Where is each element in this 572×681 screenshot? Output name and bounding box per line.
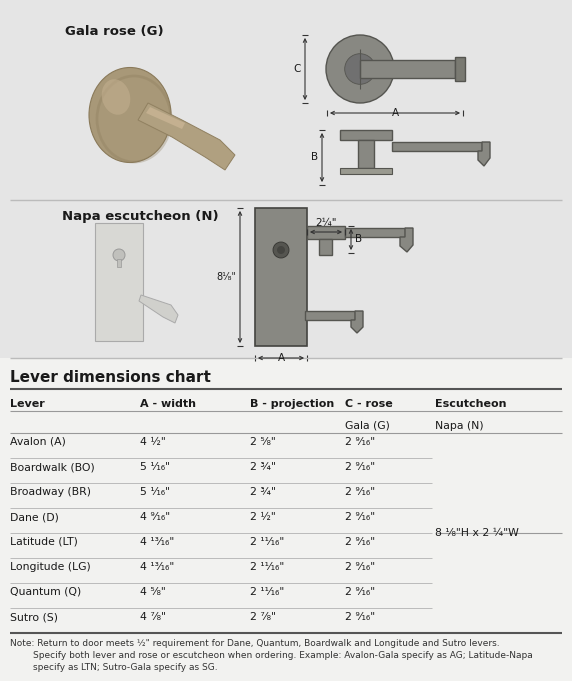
Polygon shape [139,295,178,323]
Bar [340,130,392,140]
Bar [455,57,465,81]
Bar [319,239,332,255]
Text: 4 ⁵⁄₈": 4 ⁵⁄₈" [140,587,166,597]
Text: 2¼": 2¼" [315,218,337,228]
Text: 8¹⁄₈": 8¹⁄₈" [216,272,236,282]
Text: Escutcheon: Escutcheon [435,399,506,409]
Text: Gala (G): Gala (G) [345,421,390,431]
Text: 4 ½": 4 ½" [140,437,166,447]
Text: Broadway (BR): Broadway (BR) [10,487,91,497]
Text: Dane (D): Dane (D) [10,512,59,522]
Text: 2 ⁹⁄₁₆": 2 ⁹⁄₁₆" [345,512,375,522]
Bar [117,259,121,267]
Polygon shape [400,228,413,252]
Text: 2 ¹¹⁄₁₆": 2 ¹¹⁄₁₆" [250,562,284,572]
Text: 4 ¹³⁄₁₆": 4 ¹³⁄₁₆" [140,562,174,572]
Bar [358,140,374,168]
Text: Napa (N): Napa (N) [435,421,483,431]
Text: Longitude (LG): Longitude (LG) [10,562,91,572]
Polygon shape [351,311,363,333]
Text: 2 ¹¹⁄₁₆": 2 ¹¹⁄₁₆" [250,587,284,597]
Text: 5 ¹⁄₁₆": 5 ¹⁄₁₆" [140,487,170,497]
Text: Boardwalk (BO): Boardwalk (BO) [10,462,95,472]
Bar [392,142,482,151]
Text: A: A [391,108,399,118]
Text: Sutro (S): Sutro (S) [10,612,58,622]
Text: Lever dimensions chart: Lever dimensions chart [10,370,211,385]
Text: A - width: A - width [140,399,196,409]
Text: 2 ¾": 2 ¾" [250,462,276,472]
Bar [307,226,345,239]
Ellipse shape [89,67,171,163]
Text: Latitude (LT): Latitude (LT) [10,537,78,547]
Text: Quantum (Q): Quantum (Q) [10,587,81,597]
Text: C: C [293,64,301,74]
Ellipse shape [102,79,130,115]
Text: 2 ⁷⁄₈": 2 ⁷⁄₈" [250,612,276,622]
Text: 2 ⁹⁄₁₆": 2 ⁹⁄₁₆" [345,487,375,497]
Polygon shape [138,103,235,170]
Text: 4 ⁹⁄₁₆": 4 ⁹⁄₁₆" [140,512,170,522]
Text: specify as LTN; Sutro-Gala specify as SG.: specify as LTN; Sutro-Gala specify as SG… [10,663,217,672]
Bar [0,358,572,681]
Bar [345,228,405,237]
Text: 2 ⁹⁄₁₆": 2 ⁹⁄₁₆" [345,437,375,447]
Bar [255,208,307,346]
Text: Gala rose (G): Gala rose (G) [65,25,164,38]
Circle shape [326,35,394,103]
Text: 2 ⁹⁄₁₆": 2 ⁹⁄₁₆" [345,612,375,622]
Text: 4 ⁷⁄₈": 4 ⁷⁄₈" [140,612,166,622]
Polygon shape [478,142,490,166]
Text: B - projection: B - projection [250,399,334,409]
Text: 5 ¹⁄₁₆": 5 ¹⁄₁₆" [140,462,170,472]
Text: 2 ⁹⁄₁₆": 2 ⁹⁄₁₆" [345,537,375,547]
Text: 4 ¹³⁄₁₆": 4 ¹³⁄₁₆" [140,537,174,547]
Bar [340,168,392,174]
Text: Specify both lever and rose or escutcheon when ordering. Example: Avalon-Gala sp: Specify both lever and rose or escutcheo… [10,651,533,660]
Text: 8 ¹⁄₈"H x 2 ¼"W: 8 ¹⁄₈"H x 2 ¼"W [435,528,519,538]
Circle shape [277,246,285,254]
Text: Avalon (A): Avalon (A) [10,437,66,447]
Bar [95,223,143,341]
Polygon shape [146,107,185,129]
Circle shape [345,54,375,84]
Text: 2 ⁹⁄₁₆": 2 ⁹⁄₁₆" [345,462,375,472]
Text: C - rose: C - rose [345,399,393,409]
Text: B: B [311,153,318,163]
Text: 2 ¹¹⁄₁₆": 2 ¹¹⁄₁₆" [250,537,284,547]
Text: Lever: Lever [10,399,45,409]
Text: A: A [277,353,284,363]
Circle shape [113,249,125,261]
Bar [360,60,455,78]
Text: B: B [355,234,362,244]
Text: 2 ¾": 2 ¾" [250,487,276,497]
Text: Note: Return to door meets ½" requirement for Dane, Quantum, Boardwalk and Longi: Note: Return to door meets ½" requiremen… [10,639,499,648]
Text: 2 ⁵⁄₈": 2 ⁵⁄₈" [250,437,276,447]
Bar [305,311,355,320]
Text: 2 ⁹⁄₁₆": 2 ⁹⁄₁₆" [345,562,375,572]
Circle shape [273,242,289,258]
Text: 2 ½": 2 ½" [250,512,276,522]
Text: 2 ⁹⁄₁₆": 2 ⁹⁄₁₆" [345,587,375,597]
Text: Napa escutcheon (N): Napa escutcheon (N) [62,210,219,223]
